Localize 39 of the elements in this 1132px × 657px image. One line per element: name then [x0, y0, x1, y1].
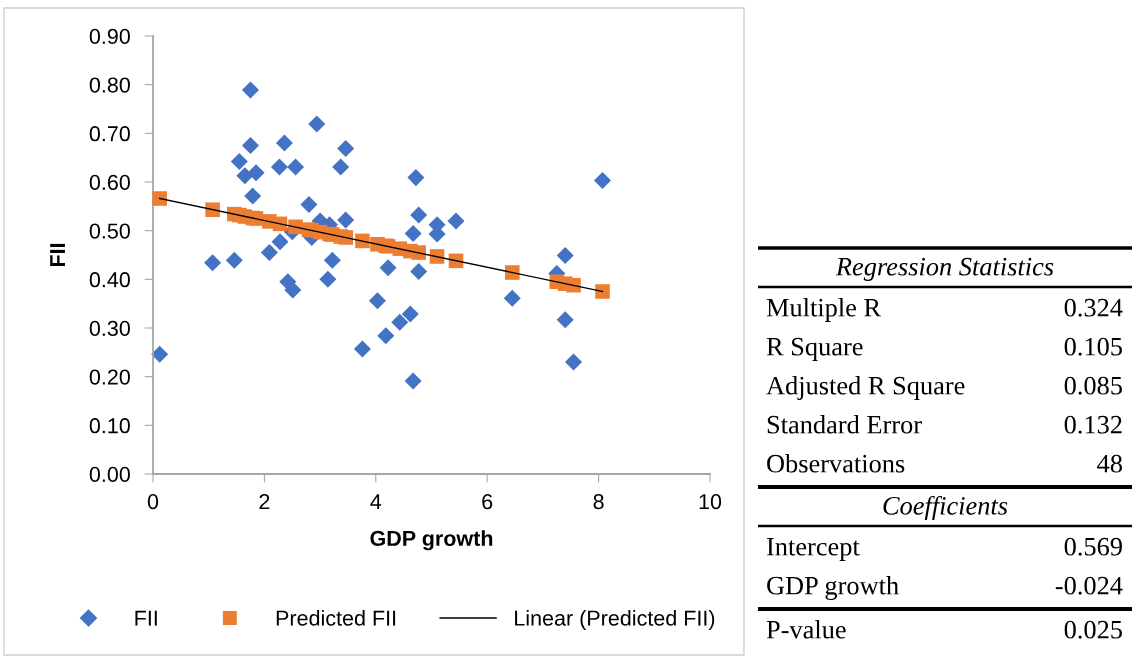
- legend-label: Linear (Predicted FII): [515, 609, 715, 631]
- y-tick-label: 0.40: [89, 272, 130, 288]
- text: Regression Statistics: [835, 257, 1054, 281]
- x-tick-label: 4: [370, 494, 382, 510]
- y-tick-label: 0.10: [89, 418, 130, 434]
- x-axis-title: GDP growth: [370, 530, 493, 551]
- x-tick-label: 8: [593, 494, 604, 510]
- y-tick-label: 0.50: [89, 223, 130, 239]
- data-label: 0.105: [1064, 337, 1122, 356]
- text: Coefficients: [883, 495, 1008, 521]
- data-label: -0.024: [1055, 576, 1123, 595]
- legend-label: FII: [135, 610, 157, 626]
- x-tick-label: 2: [259, 494, 270, 510]
- data-label: 0.025: [1064, 620, 1122, 639]
- category-label: GDP growth: [767, 576, 899, 600]
- category-label: Standard Error: [767, 415, 922, 434]
- data-label: 48: [1097, 454, 1122, 473]
- x-tick-label: 0: [147, 494, 159, 510]
- y-tick-label: 0.20: [89, 369, 130, 385]
- y-tick-label: 0.90: [89, 28, 130, 45]
- category-label: Multiple R: [766, 298, 882, 322]
- category-label: Intercept: [766, 538, 860, 561]
- y-tick-label: 0.30: [89, 320, 130, 337]
- y-axis-title: FII: [50, 243, 65, 267]
- y-tick-label: 0.60: [89, 174, 130, 191]
- y-tick-label: 0.80: [89, 77, 130, 93]
- y-tick-label: 0.70: [89, 126, 130, 142]
- data-label: 0.324: [1064, 298, 1123, 317]
- category-label: Observations: [767, 454, 905, 473]
- y-tick-label: 0.00: [89, 466, 130, 483]
- x-tick-label: 10: [699, 494, 722, 510]
- category-label: R Square: [766, 337, 863, 361]
- x-tick-label: 6: [482, 494, 493, 510]
- category-label: P-value: [766, 620, 846, 639]
- data-label: 0.085: [1064, 376, 1122, 395]
- legend-label: Predicted FII: [276, 609, 396, 626]
- data-label: 0.132: [1064, 415, 1122, 434]
- data-label: 0.569: [1064, 537, 1122, 556]
- category-label: Adjusted R Square: [766, 376, 965, 400]
